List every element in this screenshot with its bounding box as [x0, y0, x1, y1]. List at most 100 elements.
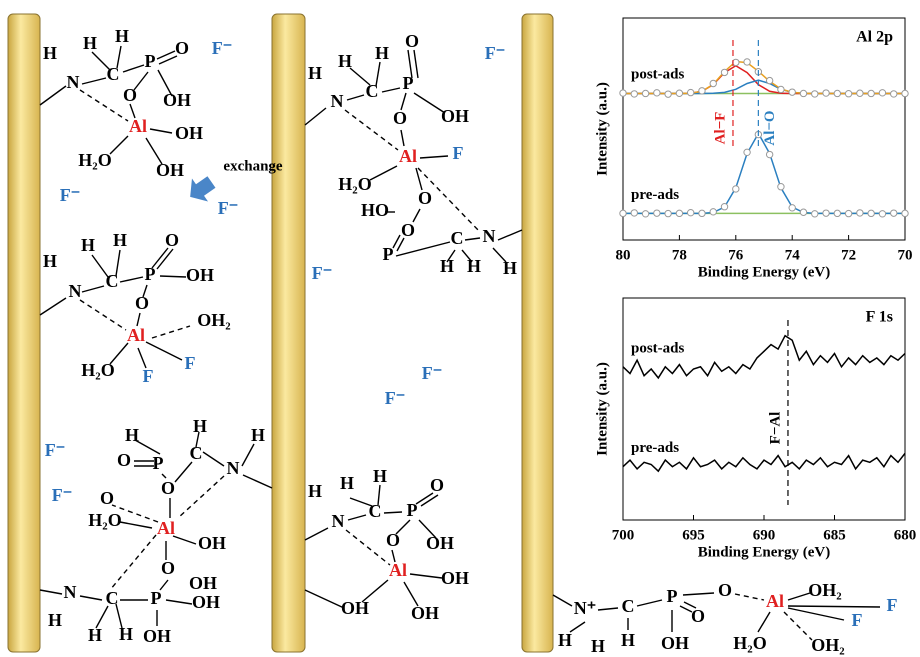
atom-label: C	[622, 596, 635, 616]
series-label: pre-ads	[631, 187, 679, 203]
atom-label: OH	[441, 106, 469, 126]
atom-label: H	[83, 33, 97, 53]
dashed-bond	[346, 530, 390, 565]
data-point	[654, 210, 660, 216]
atom-label: H	[591, 636, 605, 656]
atom-label: H	[48, 610, 62, 630]
atom-label: H	[308, 63, 322, 83]
bond	[347, 95, 364, 100]
atom-label: OH₂	[197, 310, 230, 330]
chart-title: Al 2p	[856, 29, 893, 46]
atom-label: O	[405, 31, 419, 51]
atom-label: H₂O	[338, 174, 371, 194]
dashed-bond	[110, 535, 156, 590]
atom-label: Al	[127, 325, 145, 345]
atom-label: O	[161, 558, 175, 578]
x-tick-label: 700	[612, 527, 635, 543]
atom-label: N	[483, 226, 496, 246]
dashed-bond	[784, 612, 812, 640]
atom-label: C	[366, 81, 379, 101]
atom-label: F⁻	[485, 43, 506, 63]
atom-label: H	[308, 481, 322, 501]
atom-label: N⁺	[574, 598, 597, 618]
atom-label: N	[331, 91, 344, 111]
atom-label: F	[453, 143, 464, 163]
bond	[160, 276, 186, 277]
dashed-bond	[345, 110, 398, 150]
data-point	[902, 210, 908, 216]
series-label: post-ads	[631, 66, 685, 82]
atom-label: F⁻	[218, 198, 239, 218]
atom-label: P	[145, 264, 156, 284]
atom-label: HO	[361, 200, 389, 220]
atom-label: P	[403, 73, 414, 93]
series-label: post-ads	[631, 340, 685, 356]
atom-label: P	[383, 244, 394, 264]
atom-label: O	[165, 230, 179, 250]
atom-label: O	[123, 85, 137, 105]
bond	[82, 286, 104, 292]
atom-label: H	[440, 256, 454, 276]
y-axis-label: Intensity (a.u.)	[594, 82, 610, 176]
atom-label: O	[135, 293, 149, 313]
series-label: pre-ads	[631, 440, 679, 456]
atom-label: O	[386, 530, 400, 550]
x-axis-label: Binding Energy (eV)	[698, 264, 831, 280]
bond	[203, 452, 224, 466]
atom-label: C	[190, 443, 203, 463]
data-point	[687, 209, 693, 215]
rod	[8, 14, 40, 652]
atom-label: OH	[143, 626, 171, 646]
data-point	[868, 90, 874, 96]
data-point	[778, 184, 784, 190]
atom-label: OH	[163, 90, 191, 110]
bond	[110, 136, 128, 154]
data-point	[845, 210, 851, 216]
bond	[150, 129, 172, 133]
data-point	[744, 59, 750, 65]
atom-label: OH	[189, 573, 217, 593]
page: HNHHCPOOOHAlOHH₂OOHF⁻F⁻F⁻exchangeHHHONCP…	[0, 0, 920, 657]
atom-label: O	[117, 450, 131, 470]
atom-label: C	[369, 501, 382, 521]
atom-label: H	[503, 258, 517, 278]
atom-label: F⁻	[312, 263, 333, 283]
bond	[598, 608, 618, 610]
data-point	[778, 86, 784, 92]
x-axis-label: Binding Energy (eV)	[698, 544, 831, 560]
data-point	[631, 91, 637, 97]
data-point	[766, 77, 772, 83]
exchange-arrow	[182, 171, 219, 209]
atom-label: N	[332, 511, 345, 531]
data-point	[699, 210, 705, 216]
atom-label: OH	[341, 598, 369, 618]
data-point	[665, 91, 671, 97]
atom-label: C	[106, 271, 119, 291]
data-point	[812, 91, 818, 97]
atom-label: N	[67, 72, 80, 92]
atom-label: H	[81, 235, 95, 255]
atom-label: O	[161, 478, 175, 498]
atom-label: H	[375, 43, 389, 63]
atom-label: Al	[129, 116, 147, 136]
bond	[683, 593, 714, 595]
atom-label: N	[64, 582, 77, 602]
y-axis-label: Intensity (a.u.)	[594, 362, 610, 456]
atom-label: OH	[661, 633, 689, 653]
x-tick-label: 70	[898, 247, 913, 263]
dashed-bond	[152, 326, 190, 338]
bond	[173, 536, 196, 544]
atom-label: OH₂	[808, 580, 841, 600]
data-point	[665, 210, 671, 216]
data-point	[834, 210, 840, 216]
bond	[146, 342, 182, 360]
atom-label: O	[718, 580, 732, 600]
data-point	[891, 210, 897, 216]
atom-label: N	[227, 458, 240, 478]
data-point	[823, 210, 829, 216]
atom-label: O	[430, 475, 444, 495]
dashed-bond	[80, 300, 126, 330]
atom-label: O	[401, 220, 415, 240]
data-point	[642, 211, 648, 217]
bond	[348, 515, 366, 520]
